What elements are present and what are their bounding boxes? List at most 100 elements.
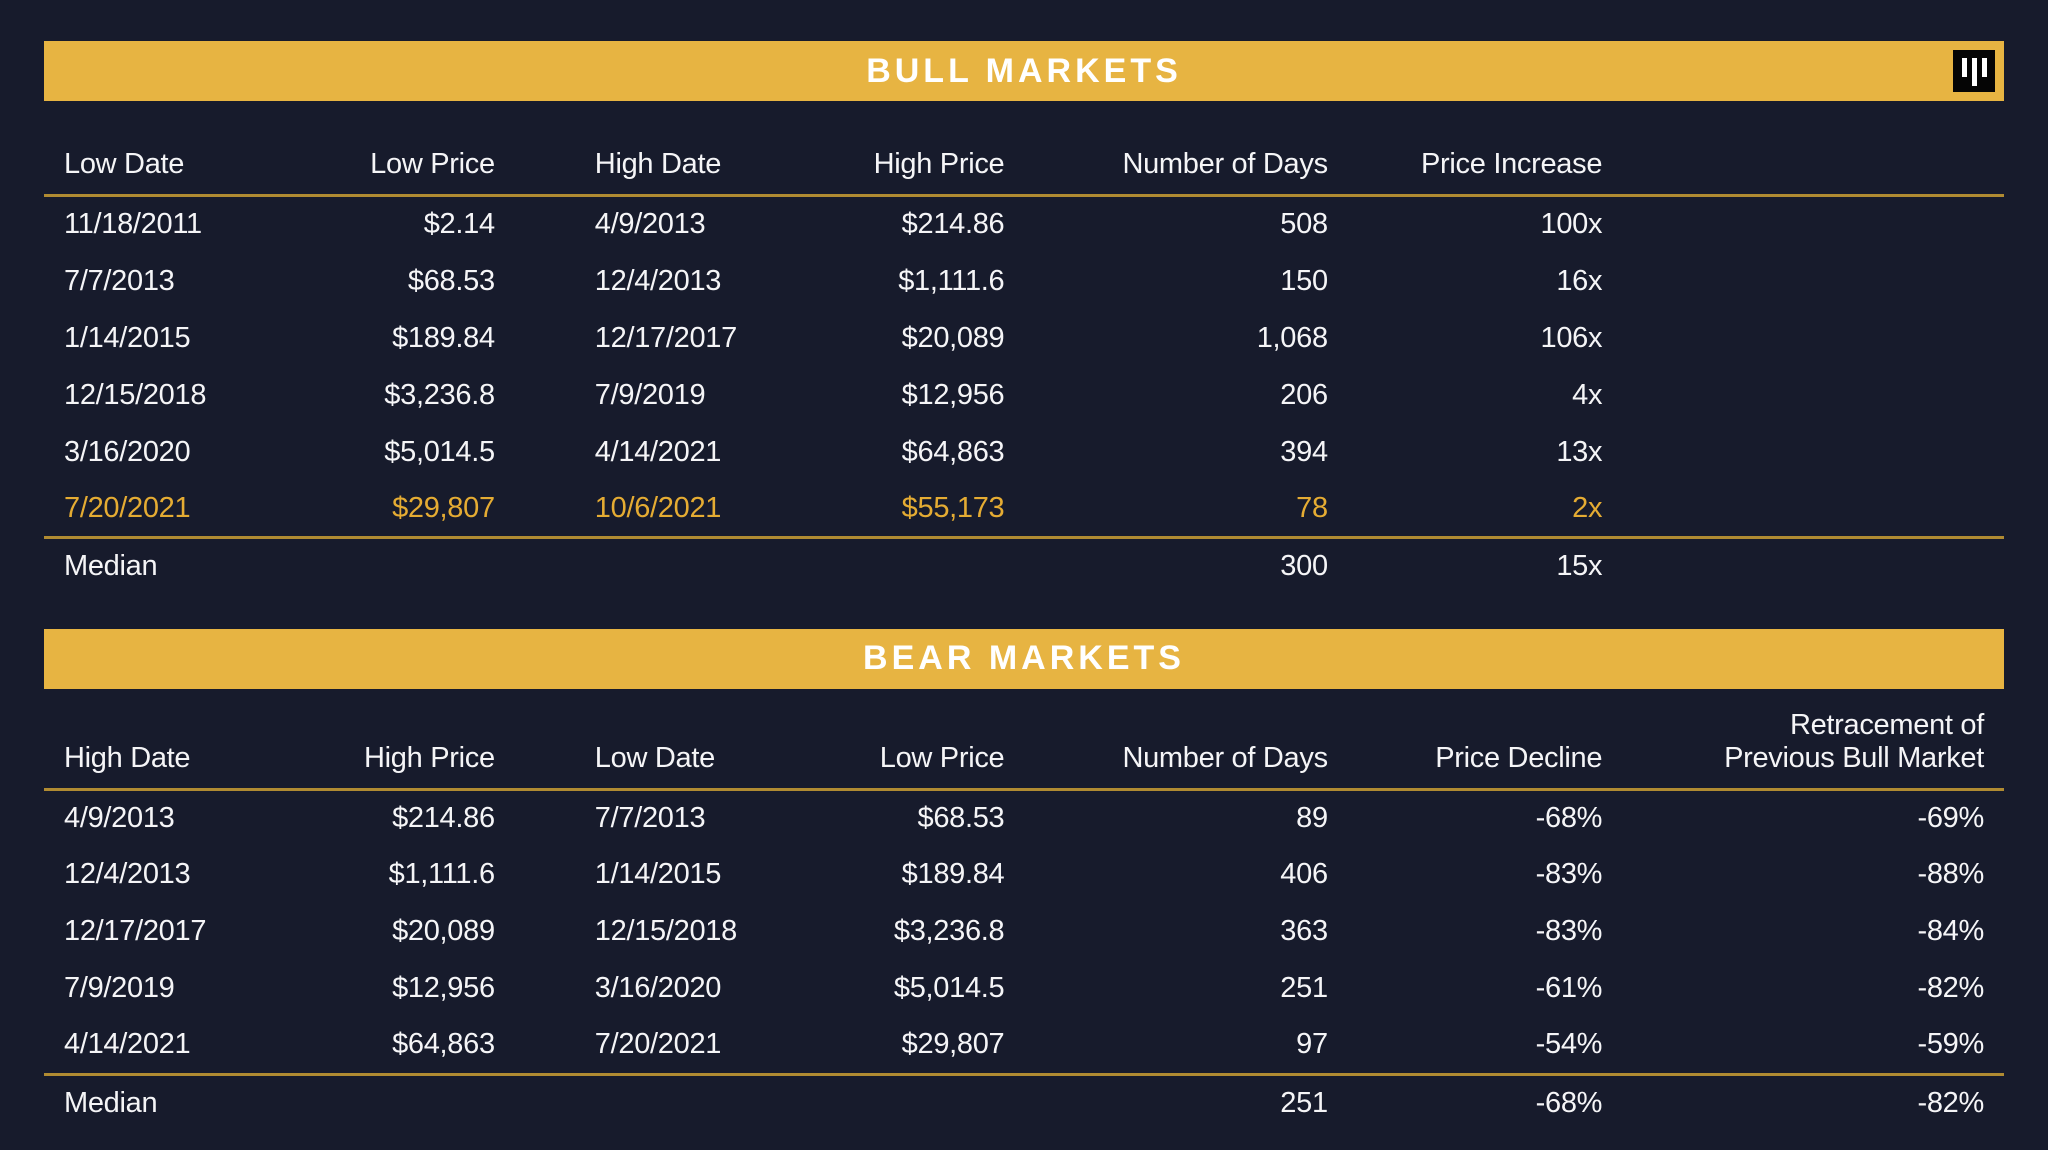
cell-low-date: 12/15/2018 — [594, 915, 737, 947]
cell-empty — [1602, 367, 2004, 424]
bull-markets-title: BULL MARKETS — [866, 51, 1182, 90]
table-row: 4/9/2013 $214.86 7/7/2013 $68.53 89 -68%… — [44, 789, 2004, 846]
cell-empty — [494, 1072, 809, 1131]
bear-markets-header-bar: BEAR MARKETS — [44, 628, 2004, 689]
cell-low-date: 1/14/2015 — [64, 321, 191, 354]
cell-empty — [338, 536, 495, 595]
cell-low-price: $29,807 — [392, 491, 495, 524]
cell-empty — [1602, 424, 2004, 481]
retracement-header-line2: Previous Bull Market — [1724, 741, 1984, 774]
bull-markets-section: BULL MARKETS Low Date Low Price High Dat… — [44, 41, 2004, 595]
cell-price-increase: 100x — [1540, 208, 1603, 241]
cell-price-increase: 2x — [1572, 491, 1603, 524]
bear-markets-section: BEAR MARKETS High Date High Price Low Da… — [44, 628, 2004, 1131]
col-header-high-price: High Price — [873, 148, 1005, 180]
cell-low-price: $29,807 — [901, 1028, 1005, 1061]
col-header-low-date: Low Date — [64, 148, 185, 180]
cell-price-decline: -68% — [1535, 801, 1603, 834]
cell-low-price: $68.53 — [407, 264, 495, 297]
cell-number-of-days: 1,068 — [1256, 321, 1328, 354]
cell-high-date: 4/9/2013 — [594, 208, 706, 241]
cell-number-of-days: 363 — [1280, 915, 1328, 947]
median-label: Median — [44, 536, 338, 595]
cell-price-increase: 15x — [1327, 536, 1602, 595]
median-label: Median — [44, 1072, 338, 1131]
table-row: 7/9/2019 $12,956 3/16/2020 $5,014.5 251 … — [44, 960, 2004, 1017]
col-header-empty — [1602, 101, 2004, 196]
cell-high-date: 4/14/2021 — [594, 435, 722, 468]
median-row: Median 300 15x — [44, 536, 2004, 595]
cell-retracement: -59% — [1917, 1028, 1985, 1061]
cell-number-of-days: 300 — [1004, 536, 1328, 595]
cell-low-date: 3/16/2020 — [64, 435, 191, 468]
bull-header-row: Low Date Low Price High Date High Price … — [44, 101, 2004, 196]
median-row: Median 251 -68% -82% — [44, 1072, 2004, 1131]
cell-low-date: 7/20/2021 — [64, 491, 191, 524]
cell-high-price: $20,089 — [392, 915, 495, 947]
cell-high-date: 12/4/2013 — [64, 858, 191, 890]
cell-empty — [1602, 536, 2004, 595]
table-row: 7/7/2013 $68.53 12/4/2013 $1,111.6 150 1… — [44, 253, 2004, 310]
cell-high-price: $214.86 — [392, 801, 495, 834]
cell-low-price: $3,236.8 — [384, 378, 495, 411]
three-vertical-bars-logo-icon — [1953, 50, 1995, 92]
cell-number-of-days: 206 — [1280, 378, 1328, 411]
cell-high-price: $20,089 — [901, 321, 1005, 354]
cell-high-date: 12/4/2013 — [594, 264, 722, 297]
col-header-high-date: High Date — [64, 741, 191, 774]
cell-empty — [494, 536, 809, 595]
table-row: 12/15/2018 $3,236.8 7/9/2019 $12,956 206… — [44, 367, 2004, 424]
cell-low-price: $2.14 — [423, 208, 495, 241]
cell-low-date: 7/7/2013 — [594, 801, 706, 834]
bear-markets-title: BEAR MARKETS — [863, 639, 1185, 677]
cell-low-price: $189.84 — [901, 858, 1005, 890]
cell-low-date: 7/20/2021 — [594, 1028, 722, 1061]
cell-number-of-days: 406 — [1280, 858, 1328, 890]
cell-high-price: $1,111.6 — [388, 858, 495, 890]
table-row: 3/16/2020 $5,014.5 4/14/2021 $64,863 394… — [44, 424, 2004, 481]
cell-high-date: 12/17/2017 — [64, 915, 207, 947]
cell-high-price: $64,863 — [392, 1028, 495, 1061]
cell-low-price: $3,236.8 — [893, 915, 1005, 947]
bull-markets-table: Low Date Low Price High Date High Price … — [44, 101, 2004, 595]
cell-high-date: 4/9/2013 — [64, 801, 175, 834]
cell-price-increase: 106x — [1540, 321, 1603, 354]
cell-price-increase: 13x — [1556, 435, 1603, 468]
col-header-retracement: Retracement of Previous Bull Market — [1602, 689, 2004, 790]
cell-empty — [808, 1072, 1005, 1131]
bear-markets-table: High Date High Price Low Date Low Price … — [44, 689, 2004, 1131]
table-row: 12/4/2013 $1,111.6 1/14/2015 $189.84 406… — [44, 846, 2004, 903]
cell-number-of-days: 78 — [1296, 491, 1328, 524]
cell-price-decline: -61% — [1535, 972, 1603, 1004]
cell-price-increase: 16x — [1556, 264, 1603, 297]
cell-low-date: 3/16/2020 — [594, 972, 722, 1004]
retracement-header-line1: Retracement of — [1789, 708, 1984, 741]
cell-low-date: 11/18/2011 — [64, 208, 202, 241]
cell-empty — [808, 536, 1005, 595]
cell-low-price: $5,014.5 — [384, 435, 495, 468]
cell-empty — [1602, 310, 2004, 367]
cell-low-date: 12/15/2018 — [64, 378, 207, 411]
cell-price-decline: -83% — [1535, 858, 1603, 890]
cell-price-increase: 4x — [1572, 378, 1603, 411]
cell-retracement: -84% — [1917, 915, 1985, 947]
col-header-number-of-days: Number of Days — [1122, 148, 1328, 180]
cell-empty — [338, 1072, 495, 1131]
col-header-low-price: Low Price — [879, 741, 1005, 774]
col-header-number-of-days: Number of Days — [1122, 741, 1328, 774]
cell-price-decline: -54% — [1535, 1028, 1603, 1061]
cell-number-of-days: 508 — [1280, 208, 1328, 241]
table-row: 12/17/2017 $20,089 12/15/2018 $3,236.8 3… — [44, 903, 2004, 960]
cell-high-price: $1,111.6 — [898, 264, 1005, 297]
table-row: 4/14/2021 $64,863 7/20/2021 $29,807 97 -… — [44, 1017, 2004, 1074]
cell-high-date: 4/14/2021 — [64, 1028, 191, 1061]
cell-high-price: $214.86 — [901, 208, 1005, 241]
cell-high-price: $64,863 — [901, 435, 1005, 468]
col-header-high-price: High Price — [364, 741, 495, 774]
table-row: 1/14/2015 $189.84 12/17/2017 $20,089 1,0… — [44, 310, 2004, 367]
cell-number-of-days: 251 — [1280, 972, 1328, 1004]
cell-low-date: 1/14/2015 — [594, 858, 722, 890]
col-header-low-date: Low Date — [594, 741, 715, 774]
cell-number-of-days: 251 — [1004, 1072, 1328, 1131]
